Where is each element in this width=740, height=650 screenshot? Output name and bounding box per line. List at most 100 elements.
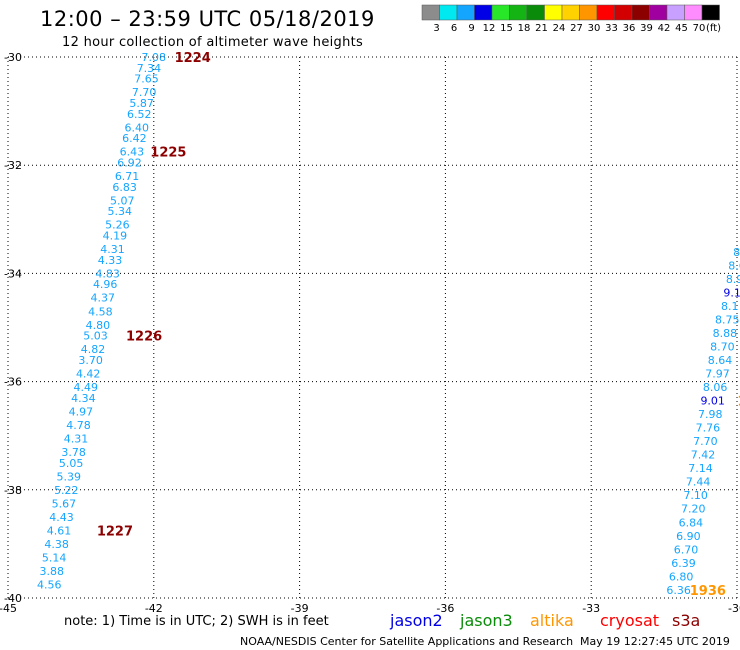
swh-value: 7.08: [142, 51, 167, 64]
pass-time-label: 1226: [126, 330, 162, 345]
y-tick-label: -38: [4, 484, 22, 497]
generated-timestamp: May 19 12:27:45 UTC 2019: [580, 635, 730, 648]
legend-jason3: jason3: [459, 611, 513, 630]
colorbar-swatch: [684, 4, 703, 21]
swh-value: 7.20: [681, 503, 706, 516]
swh-value: 6.36: [666, 584, 691, 597]
colorbar-swatch: [666, 4, 685, 21]
y-tick-label: -30: [4, 51, 22, 64]
x-tick-label: -45: [0, 602, 17, 615]
footnote: note: 1) Time is in UTC; 2) SWH is in fe…: [64, 614, 329, 629]
y-tick-label: -36: [4, 376, 22, 389]
legend-altika: altika: [530, 611, 574, 630]
colorbar-tick-label: 42: [658, 23, 671, 34]
swh-value: 4.31: [100, 243, 125, 256]
swh-value: 3.88: [39, 565, 64, 578]
swh-value: 6.90: [676, 530, 701, 543]
swh-value: 8.6: [728, 259, 740, 272]
colorbar-swatch: [491, 4, 510, 21]
swh-value: 4.31: [64, 432, 89, 445]
swh-value: 6.83: [112, 181, 137, 194]
swh-value: 7.98: [698, 408, 723, 421]
swh-value: 6.84: [679, 516, 704, 529]
swh-value: 6.92: [117, 156, 142, 169]
legend-cryosat: cryosat: [600, 611, 659, 630]
legend-jason2: jason2: [389, 611, 443, 630]
swh-value: 7.70: [693, 435, 718, 448]
colorbar-tick-label: 21: [535, 23, 548, 34]
swh-value: 5.03: [83, 330, 108, 343]
swh-value: 7.42: [691, 449, 716, 462]
colorbar-swatch: [544, 4, 563, 21]
x-tick-label: -33: [582, 602, 600, 615]
x-tick-label: -30: [728, 602, 740, 615]
colorbar-tick-label: 3: [433, 23, 439, 34]
swh-value: 3.70: [78, 354, 103, 367]
credit-line: NOAA/NESDIS Center for Satellite Applica…: [240, 635, 573, 648]
swh-value: 5.39: [57, 470, 82, 483]
y-tick-label: -32: [4, 159, 22, 172]
colorbar-tick-label: 24: [553, 23, 566, 34]
longitude-tick-labels: -45 -42 -39 -36 -33 -30: [0, 602, 740, 615]
colorbar-swatch: [439, 4, 458, 21]
swh-value: 7.34: [137, 62, 162, 75]
swh-value: 8.5: [733, 246, 740, 259]
colorbar-unit-label: (ft): [706, 23, 721, 34]
pass-time-label: 1225: [150, 146, 186, 161]
colorbar-tick-label: 45: [675, 23, 688, 34]
swh-value: 4.56: [37, 578, 62, 591]
colorbar-tick-label: 39: [640, 23, 653, 34]
colorbar-tick-label: 27: [570, 23, 583, 34]
swh-value: 7.10: [683, 489, 708, 502]
colorbar-swatch: [614, 4, 633, 21]
pass-time-label: 1227: [97, 524, 133, 539]
colorbar-tick-label: 9: [468, 23, 474, 34]
swh-value: 8.64: [708, 354, 733, 367]
swh-value: 4.97: [69, 405, 94, 418]
colorbar-swatch: [649, 4, 668, 21]
swh-value: 5.14: [42, 551, 67, 564]
swh-value: 7.97: [705, 367, 730, 380]
swh-value: 4.96: [93, 278, 118, 291]
legend-s3a: s3a: [672, 611, 700, 630]
swh-value: 8.75: [715, 313, 740, 326]
colorbar-swatch: [596, 4, 615, 21]
swh-value: 4.34: [71, 392, 96, 405]
colorbar-swatch: [631, 4, 650, 21]
swh-value: 6.70: [674, 543, 699, 556]
pass-time-label: 1: [737, 395, 740, 410]
swh-value: 6.43: [120, 146, 145, 159]
x-tick-label: -42: [145, 602, 163, 615]
chart-subtitle: 12 hour collection of altimeter wave hei…: [62, 35, 363, 50]
swh-value: 4.83: [95, 267, 120, 280]
swh-value: 4.37: [91, 292, 116, 305]
swh-value: 7.70: [132, 86, 157, 99]
swh-value: 7.44: [686, 476, 711, 489]
swh-value: 4.78: [66, 419, 91, 432]
swh-value: 4.33: [98, 254, 123, 267]
swh-value: 3.78: [61, 446, 86, 459]
pass-time-label: 1224: [175, 51, 211, 66]
swh-value: 4.42: [76, 367, 101, 380]
colorbar-swatch: [456, 4, 475, 21]
colorbar-tick-label: 36: [623, 23, 636, 34]
swh-value: 5.26: [105, 219, 130, 232]
colorbar-swatch: [421, 4, 440, 21]
swh-value: 9.1: [723, 286, 740, 299]
swh-value: 9.01: [700, 395, 725, 408]
swh-value: 5.07: [110, 194, 135, 207]
swh-value: 6.42: [122, 132, 147, 145]
swh-value: 4.38: [44, 538, 69, 551]
swh-value: 4.43: [49, 511, 74, 524]
swh-value: 6.52: [127, 108, 152, 121]
latitude-tick-labels: -30 -32 -34 -36 -38 -40: [4, 51, 22, 605]
swh-value: 8.88: [713, 327, 738, 340]
swh-value: 6.39: [671, 557, 696, 570]
colorbar-swatch: [474, 4, 493, 21]
swh-value: 5.22: [54, 484, 79, 497]
swh-value: 8.1: [721, 300, 739, 313]
swh-value: 8.9: [726, 273, 740, 286]
swh-value: 4.19: [103, 230, 128, 243]
colorbar-swatch: [579, 4, 598, 21]
pass-time-labels: 1224 1225 1226 1227 1 1936: [97, 51, 740, 599]
